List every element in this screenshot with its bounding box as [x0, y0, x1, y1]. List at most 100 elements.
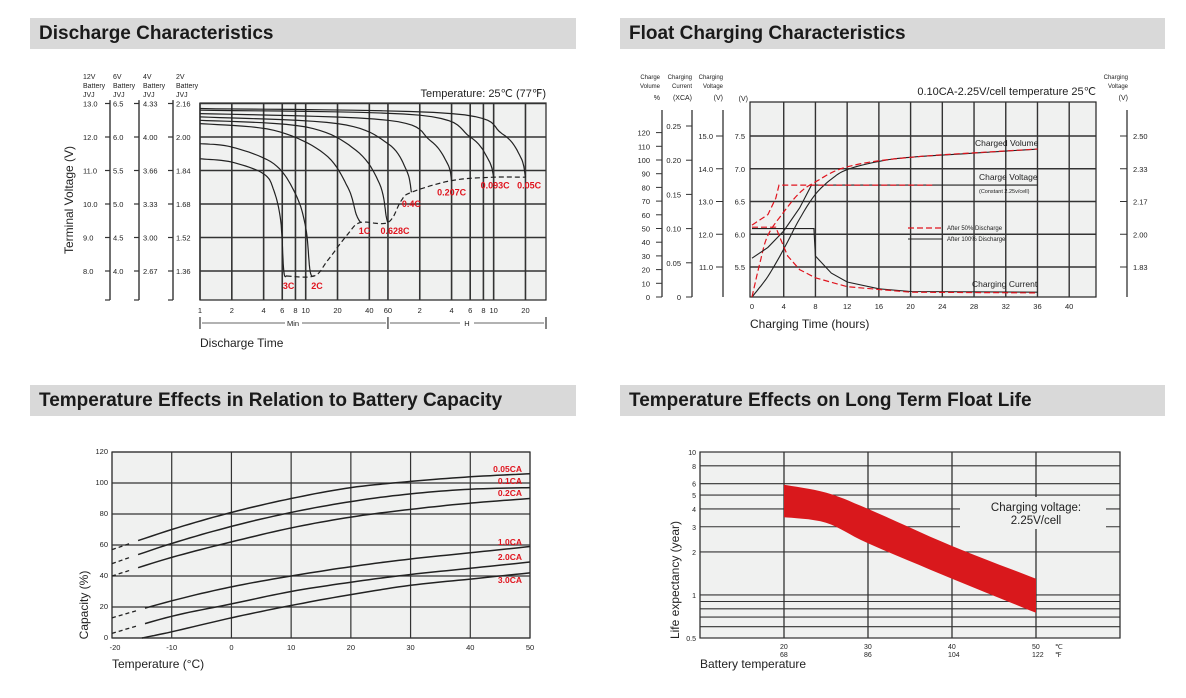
discharge-yaxis-header: Battery [83, 83, 106, 90]
float-current-tick-label: 0.15 [666, 190, 681, 199]
discharge-yaxis-header: 12V [83, 74, 96, 81]
float-xtick-label: 12 [843, 302, 851, 311]
discharge-xtick-label: 6 [280, 306, 284, 315]
temp-capacity-header: Temperature Effects in Relation to Batte… [30, 385, 576, 416]
capacity-curve-0.2CA [137, 497, 531, 569]
capacity-curve-dashed-1.0CA [111, 609, 139, 619]
capacity-ytick-label: 40 [100, 571, 108, 580]
discharge-ytick-label: 10.0 [83, 200, 98, 209]
capacity-ytick-label: 0 [104, 633, 108, 642]
float-current-tick-label: 0.10 [666, 225, 681, 234]
discharge-ytick-label: 3.33 [143, 200, 158, 209]
float-label-charge-voltage: Charge Voltage [979, 172, 1038, 182]
life-xtick-label-c: 50 [1032, 644, 1040, 651]
discharge-xtick-label: 1 [198, 306, 202, 315]
discharge-curve-label: 0.207C [437, 187, 467, 197]
discharge-annotation: Temperature: 25℃ (77℉) [420, 88, 546, 100]
float-curve-voltage_12v-50pct [751, 184, 935, 226]
float-voltage6-tick-label: 7.0 [735, 165, 745, 174]
float-xtick-label: 0 [750, 302, 754, 311]
capacity-curve-label: 0.1CA [498, 476, 522, 486]
capacity-x-title: Temperature (°C) [112, 657, 204, 671]
discharge-curve-0.628C [199, 119, 389, 223]
life-annotation-line1: Charging voltage: [991, 502, 1081, 514]
discharge-ytick-label: 1.68 [176, 200, 191, 209]
float-volume-axis-header: Charge [640, 75, 660, 81]
float-voltage6-tick-label: 6.0 [735, 230, 745, 239]
float-volume-tick-label: 30 [642, 252, 650, 261]
discharge-ytick-label: 4.5 [113, 234, 123, 243]
float-volume-tick-label: 60 [642, 211, 650, 220]
discharge-yaxis-header: Battery [143, 83, 166, 90]
life-xunit-f: ℉ [1055, 652, 1062, 659]
float-x-title: Charging Time (hours) [750, 317, 869, 331]
capacity-curve-0.05CA [137, 472, 531, 542]
discharge-xtick-label: 6 [468, 306, 472, 315]
discharge-ytick-label: 8.0 [83, 267, 93, 276]
capacity-curve-1.0CA [144, 545, 531, 609]
life-annotation-box [960, 497, 1106, 529]
discharge-curve-label: 0.4C [402, 199, 422, 209]
capacity-xtick-label: 20 [347, 643, 355, 652]
float-current-axis-header: Current [672, 84, 692, 90]
float-legend-label: After 100% Discharge [947, 237, 1006, 243]
life-xtick-label-f: 104 [948, 652, 960, 659]
discharge-curve-0.207C [199, 113, 453, 181]
float-plot-area [749, 101, 1097, 298]
capacity-curve-2.0CA [144, 561, 531, 625]
discharge-xtick-label: 2 [230, 306, 234, 315]
float-volume-tick-label: 70 [642, 197, 650, 206]
capacity-ytick-label: 60 [100, 540, 108, 549]
float-voltage6-tick-label: 5.5 [735, 263, 745, 272]
float-voltage12-axis-header: (V) [714, 95, 723, 102]
discharge-xtick-label: 20 [521, 306, 529, 315]
float-xtick-label: 40 [1065, 302, 1073, 311]
life-x-title: Battery temperature [700, 657, 806, 671]
capacity-curve-label: 0.2CA [498, 488, 522, 498]
float-current-tick-label: 0.05 [666, 259, 681, 268]
discharge-xtick-label: 20 [333, 306, 341, 315]
discharge-header: Discharge Characteristics [30, 18, 576, 49]
float-life-header: Temperature Effects on Long Term Float L… [620, 385, 1165, 416]
discharge-ytick-label: 2.67 [143, 267, 158, 276]
capacity-xtick-label: -10 [166, 643, 177, 652]
float-volume-tick-label: 50 [642, 225, 650, 234]
discharge-ytick-label: 11.0 [83, 167, 97, 176]
discharge-yaxis-header: 4V [143, 74, 152, 81]
capacity-y-title: Capacity (%) [77, 571, 91, 640]
life-xtick-label-c: 40 [948, 644, 956, 651]
life-ytick-label: 8 [692, 464, 696, 471]
float-voltage12-axis-header: Voltage [703, 84, 724, 90]
float-voltage6-tick-label: 7.5 [735, 132, 745, 141]
float-volume-tick-label: 40 [642, 238, 650, 247]
discharge-ytick-label: 2.00 [176, 133, 191, 142]
float-cell-voltage-tick-label: 2.50 [1133, 132, 1148, 141]
life-annotation-line2: 2.25V/cell [1011, 515, 1062, 527]
float-voltage12-tick-label: 13.0 [698, 198, 713, 207]
capacity-curve-dashed-0.2CA [111, 569, 132, 577]
life-xtick-label-c: 30 [864, 644, 872, 651]
capacity-xtick-label: -20 [110, 643, 121, 652]
float-cell-voltage-tick-label: 1.83 [1133, 263, 1148, 272]
discharge-yaxis-header: JVJ [83, 92, 95, 99]
discharge-xtick-label: 8 [481, 306, 485, 315]
float-legend-label: After 50% Discharge [947, 226, 1003, 232]
capacity-ytick-label: 20 [100, 602, 108, 611]
float-volume-tick-label: 0 [646, 293, 650, 302]
discharge-ytick-label: 3.66 [143, 167, 158, 176]
discharge-plot-area [199, 102, 547, 301]
capacity-xtick-label: 50 [526, 643, 534, 652]
float-xtick-label: 8 [813, 302, 817, 311]
discharge-xtick-label: 8 [293, 306, 297, 315]
discharge-ytick-label: 1.84 [176, 167, 191, 176]
life-y-title: Life expectancy (year) [668, 521, 682, 639]
discharge-curve-label: 0.093C [481, 181, 511, 191]
discharge-curve-0.4C [199, 116, 412, 193]
float-voltage6-tick-label: 6.5 [735, 198, 745, 207]
float-curve-current_ca-100pct [752, 228, 1038, 293]
discharge-xtick-label: 40 [365, 306, 373, 315]
discharge-ytick-label: 4.0 [113, 267, 123, 276]
float-voltage12-axis-header: Charging [699, 75, 723, 81]
life-xtick-label-f: 86 [864, 652, 872, 659]
float-xtick-label: 24 [938, 302, 946, 311]
